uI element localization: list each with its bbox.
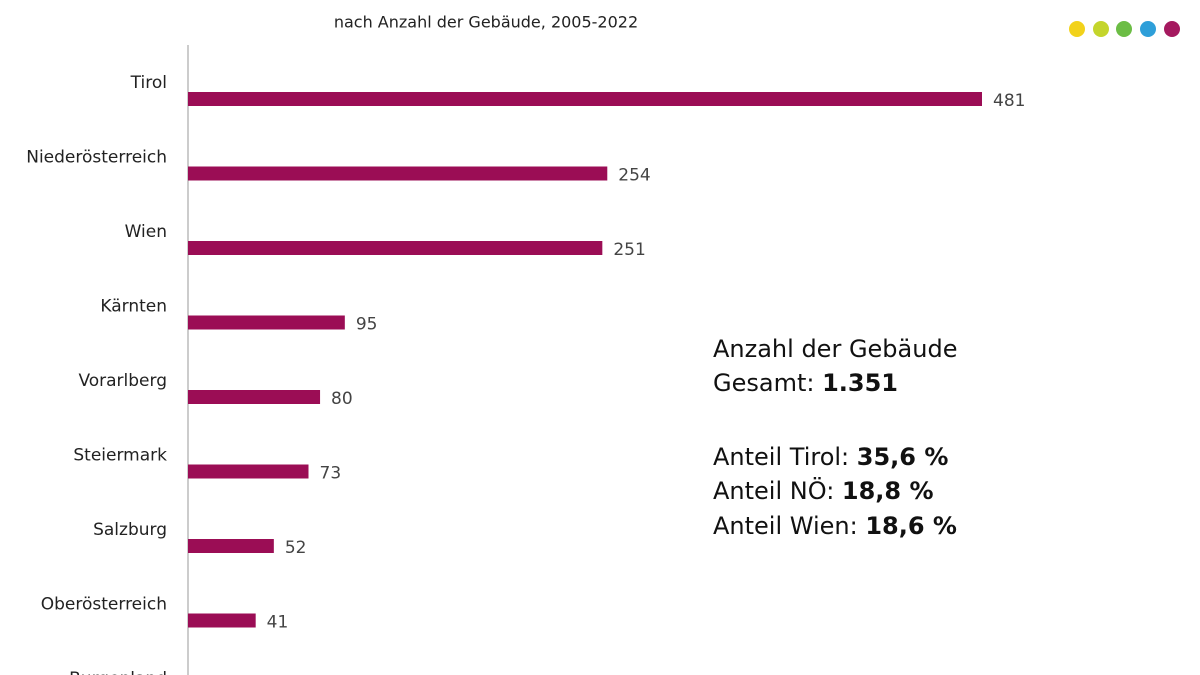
value-label: 481 — [993, 91, 1025, 111]
annotation-text: Anteil Wien: — [713, 512, 865, 540]
category-label: Oberösterreich — [41, 595, 167, 615]
bar — [188, 539, 274, 553]
logo — [1069, 21, 1180, 37]
value-label: 95 — [356, 315, 378, 335]
annotation-value: 35,6 % — [857, 443, 949, 471]
annotation-value: 18,6 % — [865, 512, 957, 540]
bar — [188, 92, 982, 106]
annotation: Anteil NÖ: 18,8 % — [713, 476, 934, 505]
category-label: Vorarlberg — [78, 371, 167, 391]
value-label: 254 — [618, 166, 650, 186]
value-label: 73 — [320, 464, 342, 484]
annotation-text: Anteil Tirol: — [713, 443, 857, 471]
category-label: Tirol — [130, 73, 167, 93]
value-label: 80 — [331, 389, 353, 409]
annotation-value: 1.351 — [822, 369, 898, 397]
category-label: Niederösterreich — [26, 148, 167, 168]
value-label: 41 — [267, 613, 289, 633]
bar — [188, 241, 603, 255]
annotation: Anteil Wien: 18,6 % — [713, 512, 957, 540]
value-label: 251 — [613, 240, 645, 260]
annotation: Anteil Tirol: 35,6 % — [713, 443, 948, 471]
bar — [188, 315, 345, 330]
annotation-text: Anteil NÖ: — [713, 476, 842, 505]
bar — [188, 613, 256, 628]
category-label: Salzburg — [93, 520, 167, 540]
annotation-text: Anzahl der Gebäude — [713, 335, 957, 363]
category-label: Steiermark — [73, 446, 167, 466]
bar — [188, 390, 321, 404]
category-label: Kärnten — [100, 297, 167, 317]
annotation: Anzahl der Gebäude — [713, 335, 957, 363]
annotation: Gesamt: 1.351 — [713, 369, 898, 397]
value-label: 52 — [285, 538, 307, 558]
annotation-text: Gesamt: — [713, 369, 822, 397]
annotation-value: 18,8 % — [842, 477, 934, 505]
chart-subtitle: nach Anzahl der Gebäude, 2005-2022 — [334, 13, 638, 32]
category-label: Wien — [125, 222, 167, 242]
category-label: Burgenland — [69, 669, 167, 675]
bar — [188, 166, 608, 181]
bar — [188, 464, 309, 479]
